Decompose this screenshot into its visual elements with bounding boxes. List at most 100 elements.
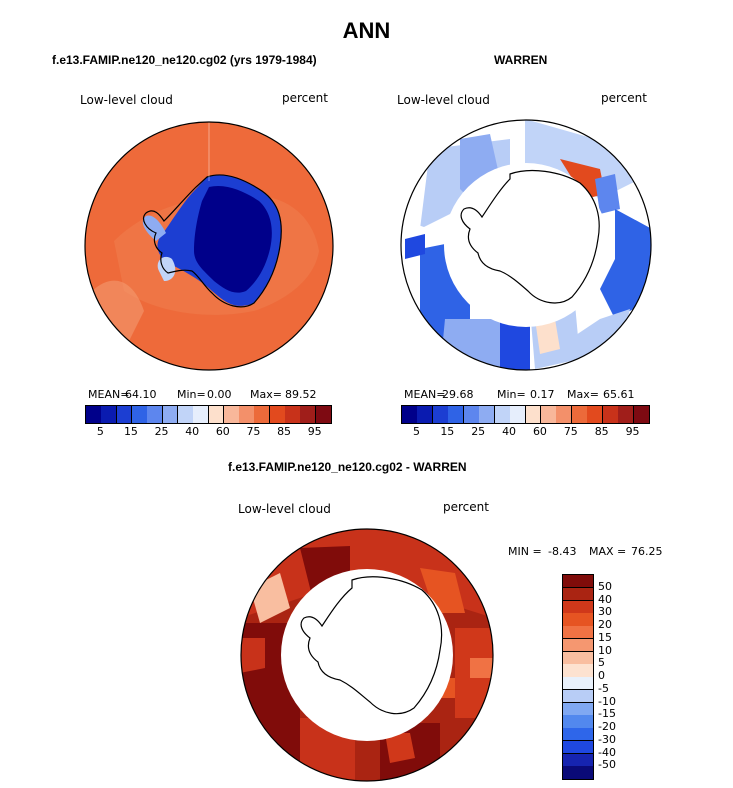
diff-colorbar-tick-label: -30 xyxy=(598,732,616,746)
model-colorbar-ticks: 5 15 25 40 60 75 85 95 xyxy=(85,425,330,439)
obs-colorbar-tick-label: 40 xyxy=(502,425,517,438)
model-colorbar-tick-label: 5 xyxy=(96,425,104,438)
model-colorbar-swatch xyxy=(116,406,133,423)
diff-colorbar-tick-label: 15 xyxy=(598,630,612,644)
obs-max-value: 65.61 xyxy=(603,388,635,401)
obs-colorbar-swatch xyxy=(417,406,434,423)
model-colorbar-swatch xyxy=(208,406,225,423)
obs-colorbar-ticks: 5 15 25 40 60 75 85 95 xyxy=(401,425,648,439)
diff-variable-label: Low-level cloud xyxy=(238,502,331,516)
diff-colorbar-tick-label: 10 xyxy=(598,643,612,657)
diff-min-label: MIN = xyxy=(508,545,542,558)
model-colorbar-swatch xyxy=(101,406,118,423)
obs-colorbar-swatch xyxy=(556,406,573,423)
diff-colorbar-swatch xyxy=(563,575,593,589)
model-mean-value: 64.10 xyxy=(125,388,157,401)
model-colorbar-swatch xyxy=(86,406,102,423)
diff-units-label: percent xyxy=(443,500,489,514)
model-colorbar-swatch xyxy=(162,406,179,423)
model-colorbar-swatch xyxy=(254,406,271,423)
model-colorbar-tick-label: 25 xyxy=(154,425,169,438)
obs-colorbar-swatch xyxy=(463,406,480,423)
obs-colorbar-tick-label: 85 xyxy=(594,425,609,438)
diff-colorbar-tick-label: -40 xyxy=(598,745,616,759)
diff-colorbar-tick-label: 5 xyxy=(598,656,605,670)
obs-colorbar-swatch xyxy=(618,406,635,423)
obs-colorbar-swatch xyxy=(540,406,557,423)
model-colorbar-tick-label: 85 xyxy=(277,425,292,438)
model-variable-label: Low-level cloud xyxy=(80,93,173,107)
model-colorbar-swatch xyxy=(300,406,317,423)
diff-colorbar-swatch xyxy=(563,638,593,652)
model-case-title: f.e13.FAMIP.ne120_ne120.cg02 (yrs 1979-1… xyxy=(52,53,317,67)
obs-mean-value: 29.68 xyxy=(442,388,474,401)
obs-units-label: percent xyxy=(601,91,647,105)
obs-max-label: Max= xyxy=(567,388,599,401)
diff-colorbar-swatch xyxy=(563,715,593,729)
diff-colorbar-swatch xyxy=(563,587,593,601)
diff-colorbar-tick-label: 0 xyxy=(598,669,605,682)
model-mean-label: MEAN= xyxy=(88,388,130,401)
diff-colorbar-tick-label: 40 xyxy=(598,592,612,606)
diff-max-value: 76.25 xyxy=(631,545,663,558)
obs-colorbar-swatch xyxy=(479,406,496,423)
obs-colorbar-tick-label: 15 xyxy=(440,425,455,438)
diff-colorbar-swatch xyxy=(563,702,593,716)
obs-colorbar-swatch xyxy=(402,406,418,423)
obs-colorbar-swatch xyxy=(448,406,465,423)
diff-colorbar-swatch xyxy=(563,740,593,754)
obs-colorbar xyxy=(401,405,650,424)
diff-colorbar-tick-label: 50 xyxy=(598,579,612,593)
model-colorbar-swatch xyxy=(193,406,209,423)
model-max-label: Max= xyxy=(250,388,282,401)
model-colorbar-tick-label: 95 xyxy=(307,425,322,438)
model-colorbar-swatch xyxy=(131,406,148,423)
diff-colorbar-swatch xyxy=(563,600,593,614)
model-colorbar-swatch xyxy=(285,406,301,423)
model-colorbar-swatch xyxy=(269,406,286,423)
diff-colorbar-swatch xyxy=(563,664,593,678)
model-min-value: 0.00 xyxy=(207,388,232,401)
obs-colorbar-swatch xyxy=(494,406,511,423)
obs-colorbar-tick-label: 60 xyxy=(532,425,547,438)
diff-colorbar-tick-label: -15 xyxy=(598,707,616,721)
model-colorbar-tick-label: 40 xyxy=(185,425,200,438)
diff-colorbar-swatch xyxy=(563,766,593,780)
model-colorbar-swatch xyxy=(177,406,194,423)
diff-colorbar-swatch xyxy=(563,728,593,742)
diff-colorbar-tick-label: -10 xyxy=(598,694,616,708)
model-max-value: 89.52 xyxy=(285,388,317,401)
diff-colorbar-swatch xyxy=(563,753,593,767)
diff-colorbar-swatch xyxy=(563,613,593,627)
model-units-label: percent xyxy=(282,91,328,105)
obs-colorbar-tick-label: 95 xyxy=(625,425,640,438)
obs-colorbar-swatch xyxy=(587,406,604,423)
obs-mean-label: MEAN= xyxy=(404,388,446,401)
diff-colorbar-swatch xyxy=(563,651,593,665)
model-colorbar xyxy=(85,405,332,424)
model-colorbar-tick-label: 15 xyxy=(123,425,138,438)
obs-case-title: WARREN xyxy=(494,53,548,67)
diff-colorbar-tick-label: -20 xyxy=(598,720,616,733)
model-colorbar-swatch xyxy=(147,406,164,423)
obs-colorbar-tick-label: 75 xyxy=(563,425,578,438)
diff-colorbar-tick-label: -50 xyxy=(598,758,616,772)
model-colorbar-swatch xyxy=(315,406,332,423)
model-colorbar-tick-label: 75 xyxy=(246,425,261,438)
diff-polar-map xyxy=(240,528,494,782)
obs-colorbar-swatch xyxy=(571,406,588,423)
diff-colorbar-swatch xyxy=(563,626,593,640)
diff-colorbar-ticks: 50 40 30 20 15 10 5 0 -5 -10 -15 -20 -30 -40 -50 xyxy=(598,574,638,778)
diff-colorbar xyxy=(562,574,594,780)
obs-colorbar-swatch xyxy=(510,406,526,423)
obs-colorbar-tick-label: 5 xyxy=(412,425,420,438)
figure-title: ANN xyxy=(342,18,391,43)
diff-colorbar-tick-label: -5 xyxy=(598,681,609,695)
model-polar-map xyxy=(84,121,334,371)
obs-colorbar-swatch xyxy=(602,406,619,423)
model-colorbar-swatch xyxy=(239,406,255,423)
obs-polar-map xyxy=(400,119,652,371)
obs-min-label: Min= xyxy=(497,388,526,401)
obs-colorbar-swatch xyxy=(432,406,449,423)
diff-min-value: -8.43 xyxy=(548,545,577,558)
